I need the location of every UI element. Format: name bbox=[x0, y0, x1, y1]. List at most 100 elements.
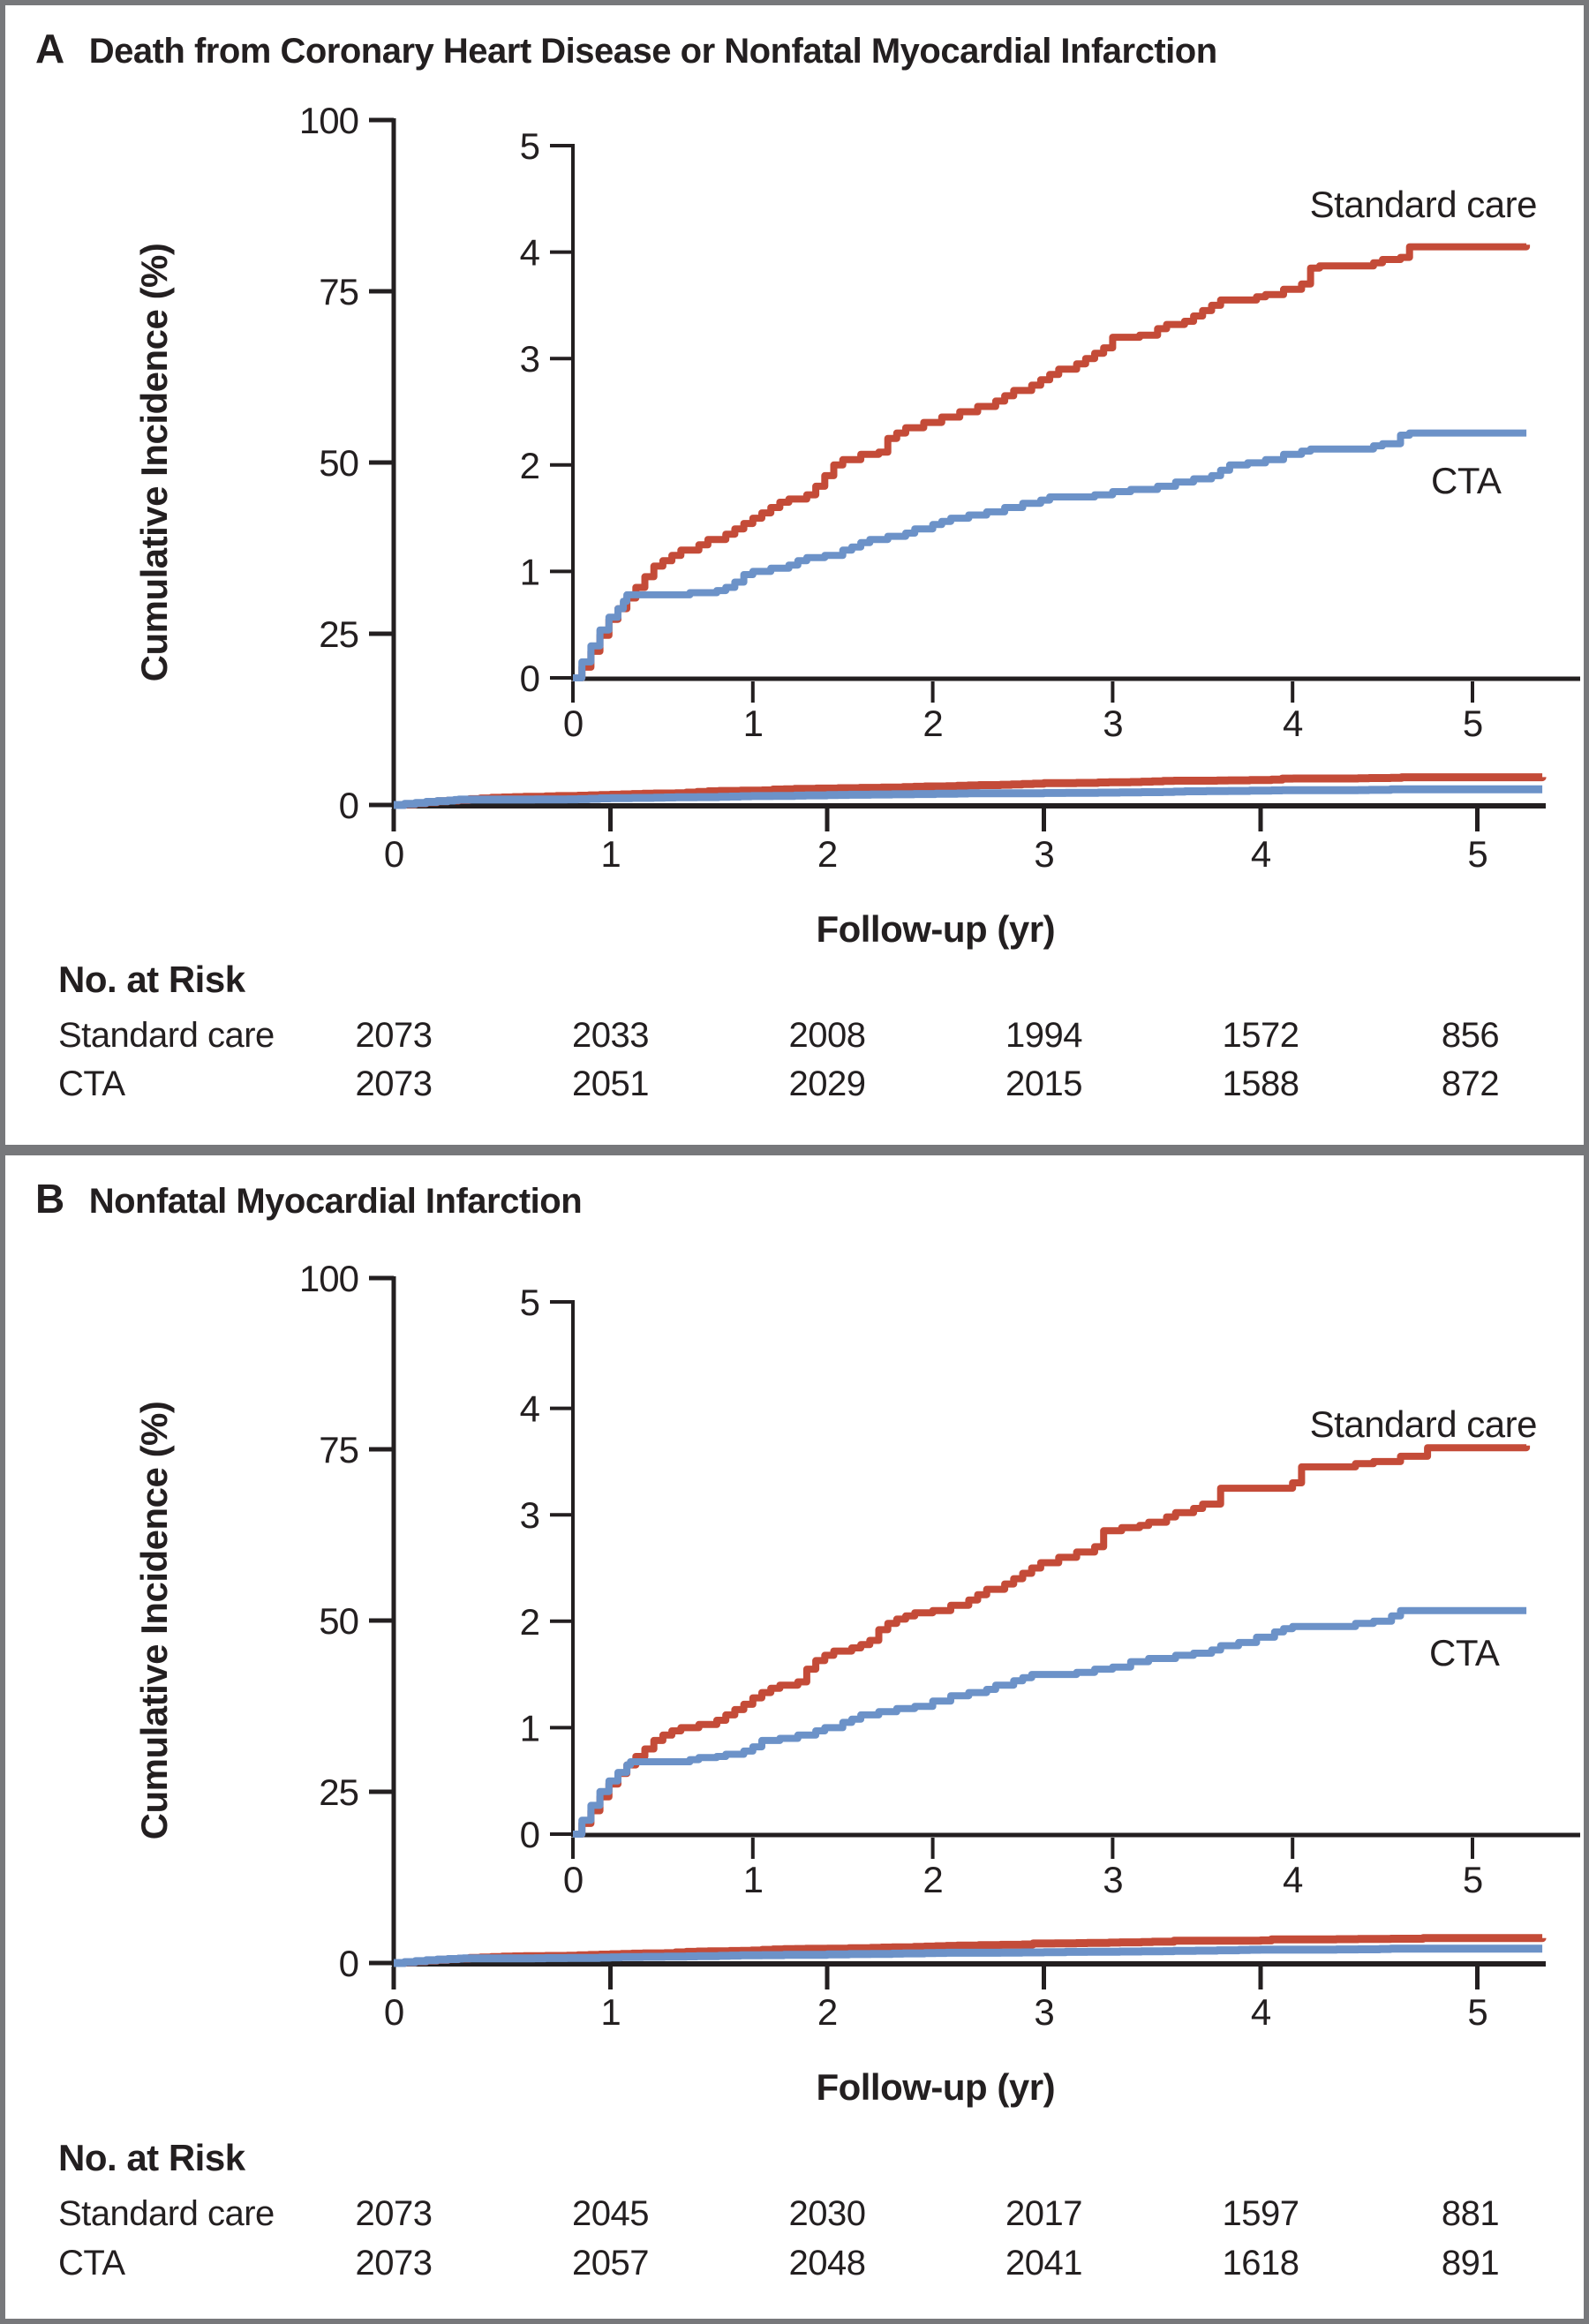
inset-x-tick-label: 0 bbox=[563, 1859, 583, 1900]
legend-cta: CTA bbox=[1429, 1632, 1500, 1673]
risk-value: 2048 bbox=[789, 2244, 866, 2283]
inset-y-tick-label: 0 bbox=[520, 658, 539, 699]
risk-row-label: CTA bbox=[58, 2244, 125, 2283]
risk-value: 2073 bbox=[356, 1016, 433, 1055]
standard-care-curve-inset bbox=[573, 1444, 1531, 1838]
inset-x-tick-label: 2 bbox=[923, 1859, 942, 1900]
cta-curve-main bbox=[394, 785, 1543, 809]
main-y-tick-label: 100 bbox=[299, 100, 358, 141]
risk-row-label: Standard care bbox=[58, 1016, 275, 1055]
inset-x-tick-label: 1 bbox=[743, 703, 763, 744]
risk-value: 2041 bbox=[1005, 2244, 1082, 2283]
legend-standard-care: Standard care bbox=[1310, 184, 1537, 225]
main-x-tick-label: 2 bbox=[817, 1991, 837, 2033]
risk-row-label: CTA bbox=[58, 1064, 125, 1103]
risk-table-header: No. at Risk bbox=[58, 959, 246, 1000]
risk-value: 2030 bbox=[789, 2194, 866, 2233]
inset-y-tick-label: 5 bbox=[520, 125, 539, 167]
inset-x-tick-label: 5 bbox=[1463, 1859, 1482, 1900]
main-x-tick-label: 4 bbox=[1251, 1991, 1271, 2033]
inset-y-tick-label: 3 bbox=[520, 338, 539, 380]
risk-value: 2033 bbox=[572, 1016, 649, 1055]
cta-curve-inset bbox=[573, 1606, 1527, 1838]
risk-value: 1572 bbox=[1223, 1016, 1299, 1055]
risk-value: 2029 bbox=[789, 1064, 866, 1103]
main-y-tick-label: 0 bbox=[339, 1943, 358, 1984]
standard-care-curve-inset bbox=[573, 243, 1531, 681]
risk-value: 1618 bbox=[1223, 2244, 1299, 2283]
risk-row-label: Standard care bbox=[58, 2194, 275, 2233]
x-axis-label: Follow-up (yr) bbox=[816, 908, 1055, 950]
risk-value: 2015 bbox=[1005, 1064, 1082, 1103]
panel-b-title-row: B Nonfatal Myocardial Infarction bbox=[35, 1175, 583, 1222]
inset-y-tick-label: 4 bbox=[520, 1388, 540, 1430]
risk-value: 2073 bbox=[356, 1064, 433, 1103]
risk-value: 2057 bbox=[572, 2244, 649, 2283]
inset-y-tick-label: 5 bbox=[520, 1282, 539, 1323]
inset-x-tick-label: 4 bbox=[1283, 1859, 1303, 1900]
inset-x-tick-label: 3 bbox=[1103, 703, 1122, 744]
risk-value: 891 bbox=[1442, 2244, 1499, 2283]
risk-value: 1588 bbox=[1223, 1064, 1299, 1103]
inset-y-tick-label: 2 bbox=[520, 1601, 539, 1643]
inset-x-tick-label: 2 bbox=[923, 703, 942, 744]
panel-title: Death from Coronary Heart Disease or Non… bbox=[88, 32, 1217, 71]
risk-value: 1597 bbox=[1223, 2194, 1299, 2233]
main-y-tick-label: 75 bbox=[319, 271, 358, 312]
risk-value: 1994 bbox=[1005, 1016, 1082, 1055]
legend-cta: CTA bbox=[1431, 460, 1502, 501]
inset-x-tick-label: 1 bbox=[743, 1859, 763, 1900]
main-y-tick-label: 25 bbox=[319, 613, 358, 655]
y-axis-label: Cumulative Incidence (%) bbox=[133, 1402, 175, 1840]
inset-y-tick-label: 4 bbox=[520, 232, 540, 274]
main-y-tick-label: 75 bbox=[319, 1429, 358, 1470]
main-y-tick-label: 25 bbox=[319, 1771, 358, 1813]
inset-y-tick-label: 1 bbox=[520, 551, 539, 592]
panel-title: Nonfatal Myocardial Infarction bbox=[88, 1182, 583, 1221]
main-y-tick-label: 50 bbox=[319, 1600, 358, 1642]
inset-y-tick-label: 1 bbox=[520, 1707, 539, 1749]
risk-value: 2017 bbox=[1005, 2194, 1082, 2233]
risk-value: 872 bbox=[1442, 1064, 1499, 1103]
panel-letter: B bbox=[35, 1176, 64, 1222]
inset-x-tick-label: 4 bbox=[1283, 703, 1303, 744]
risk-value: 856 bbox=[1442, 1016, 1499, 1055]
risk-value: 2008 bbox=[789, 1016, 866, 1055]
main-x-tick-label: 4 bbox=[1251, 833, 1271, 875]
main-y-tick-label: 100 bbox=[299, 1258, 358, 1299]
main-x-tick-label: 1 bbox=[600, 1991, 620, 2033]
cta-curve-main bbox=[394, 1944, 1543, 1967]
inset-y-tick-label: 0 bbox=[520, 1814, 539, 1855]
risk-value: 2073 bbox=[356, 2244, 433, 2283]
panel-a-title-row: A Death from Coronary Heart Disease or N… bbox=[35, 25, 1217, 72]
legend-standard-care: Standard care bbox=[1310, 1403, 1537, 1445]
panel-letter: A bbox=[35, 26, 64, 71]
cta-curve-inset bbox=[573, 429, 1527, 681]
main-x-tick-label: 2 bbox=[817, 833, 837, 875]
main-x-tick-label: 5 bbox=[1467, 1991, 1487, 2033]
risk-value: 2073 bbox=[356, 2194, 433, 2233]
risk-value: 881 bbox=[1442, 2194, 1499, 2233]
x-axis-label: Follow-up (yr) bbox=[816, 2066, 1055, 2108]
risk-table-header: No. at Risk bbox=[58, 2137, 246, 2178]
inset-y-tick-label: 3 bbox=[520, 1494, 539, 1536]
main-x-tick-label: 0 bbox=[384, 1991, 403, 2033]
main-x-tick-label: 5 bbox=[1467, 833, 1487, 875]
main-x-tick-label: 1 bbox=[600, 833, 620, 875]
inset-x-tick-label: 5 bbox=[1463, 703, 1482, 744]
main-x-tick-label: 3 bbox=[1034, 833, 1053, 875]
risk-value: 2051 bbox=[572, 1064, 649, 1103]
y-axis-label: Cumulative Incidence (%) bbox=[133, 244, 175, 682]
inset-x-tick-label: 3 bbox=[1103, 1859, 1122, 1900]
inset-x-tick-label: 0 bbox=[563, 703, 583, 744]
main-y-tick-label: 0 bbox=[339, 785, 358, 826]
panel-a: 100 75 50 25 0 0 1 2 3 4 5 Cumulative Incidence (%)… bbox=[0, 0, 1589, 1150]
inset-y-tick-label: 2 bbox=[520, 445, 539, 486]
risk-value: 2045 bbox=[572, 2194, 649, 2233]
main-x-tick-label: 0 bbox=[384, 833, 403, 875]
main-y-tick-label: 50 bbox=[319, 442, 358, 484]
main-x-tick-label: 3 bbox=[1034, 1991, 1053, 2033]
